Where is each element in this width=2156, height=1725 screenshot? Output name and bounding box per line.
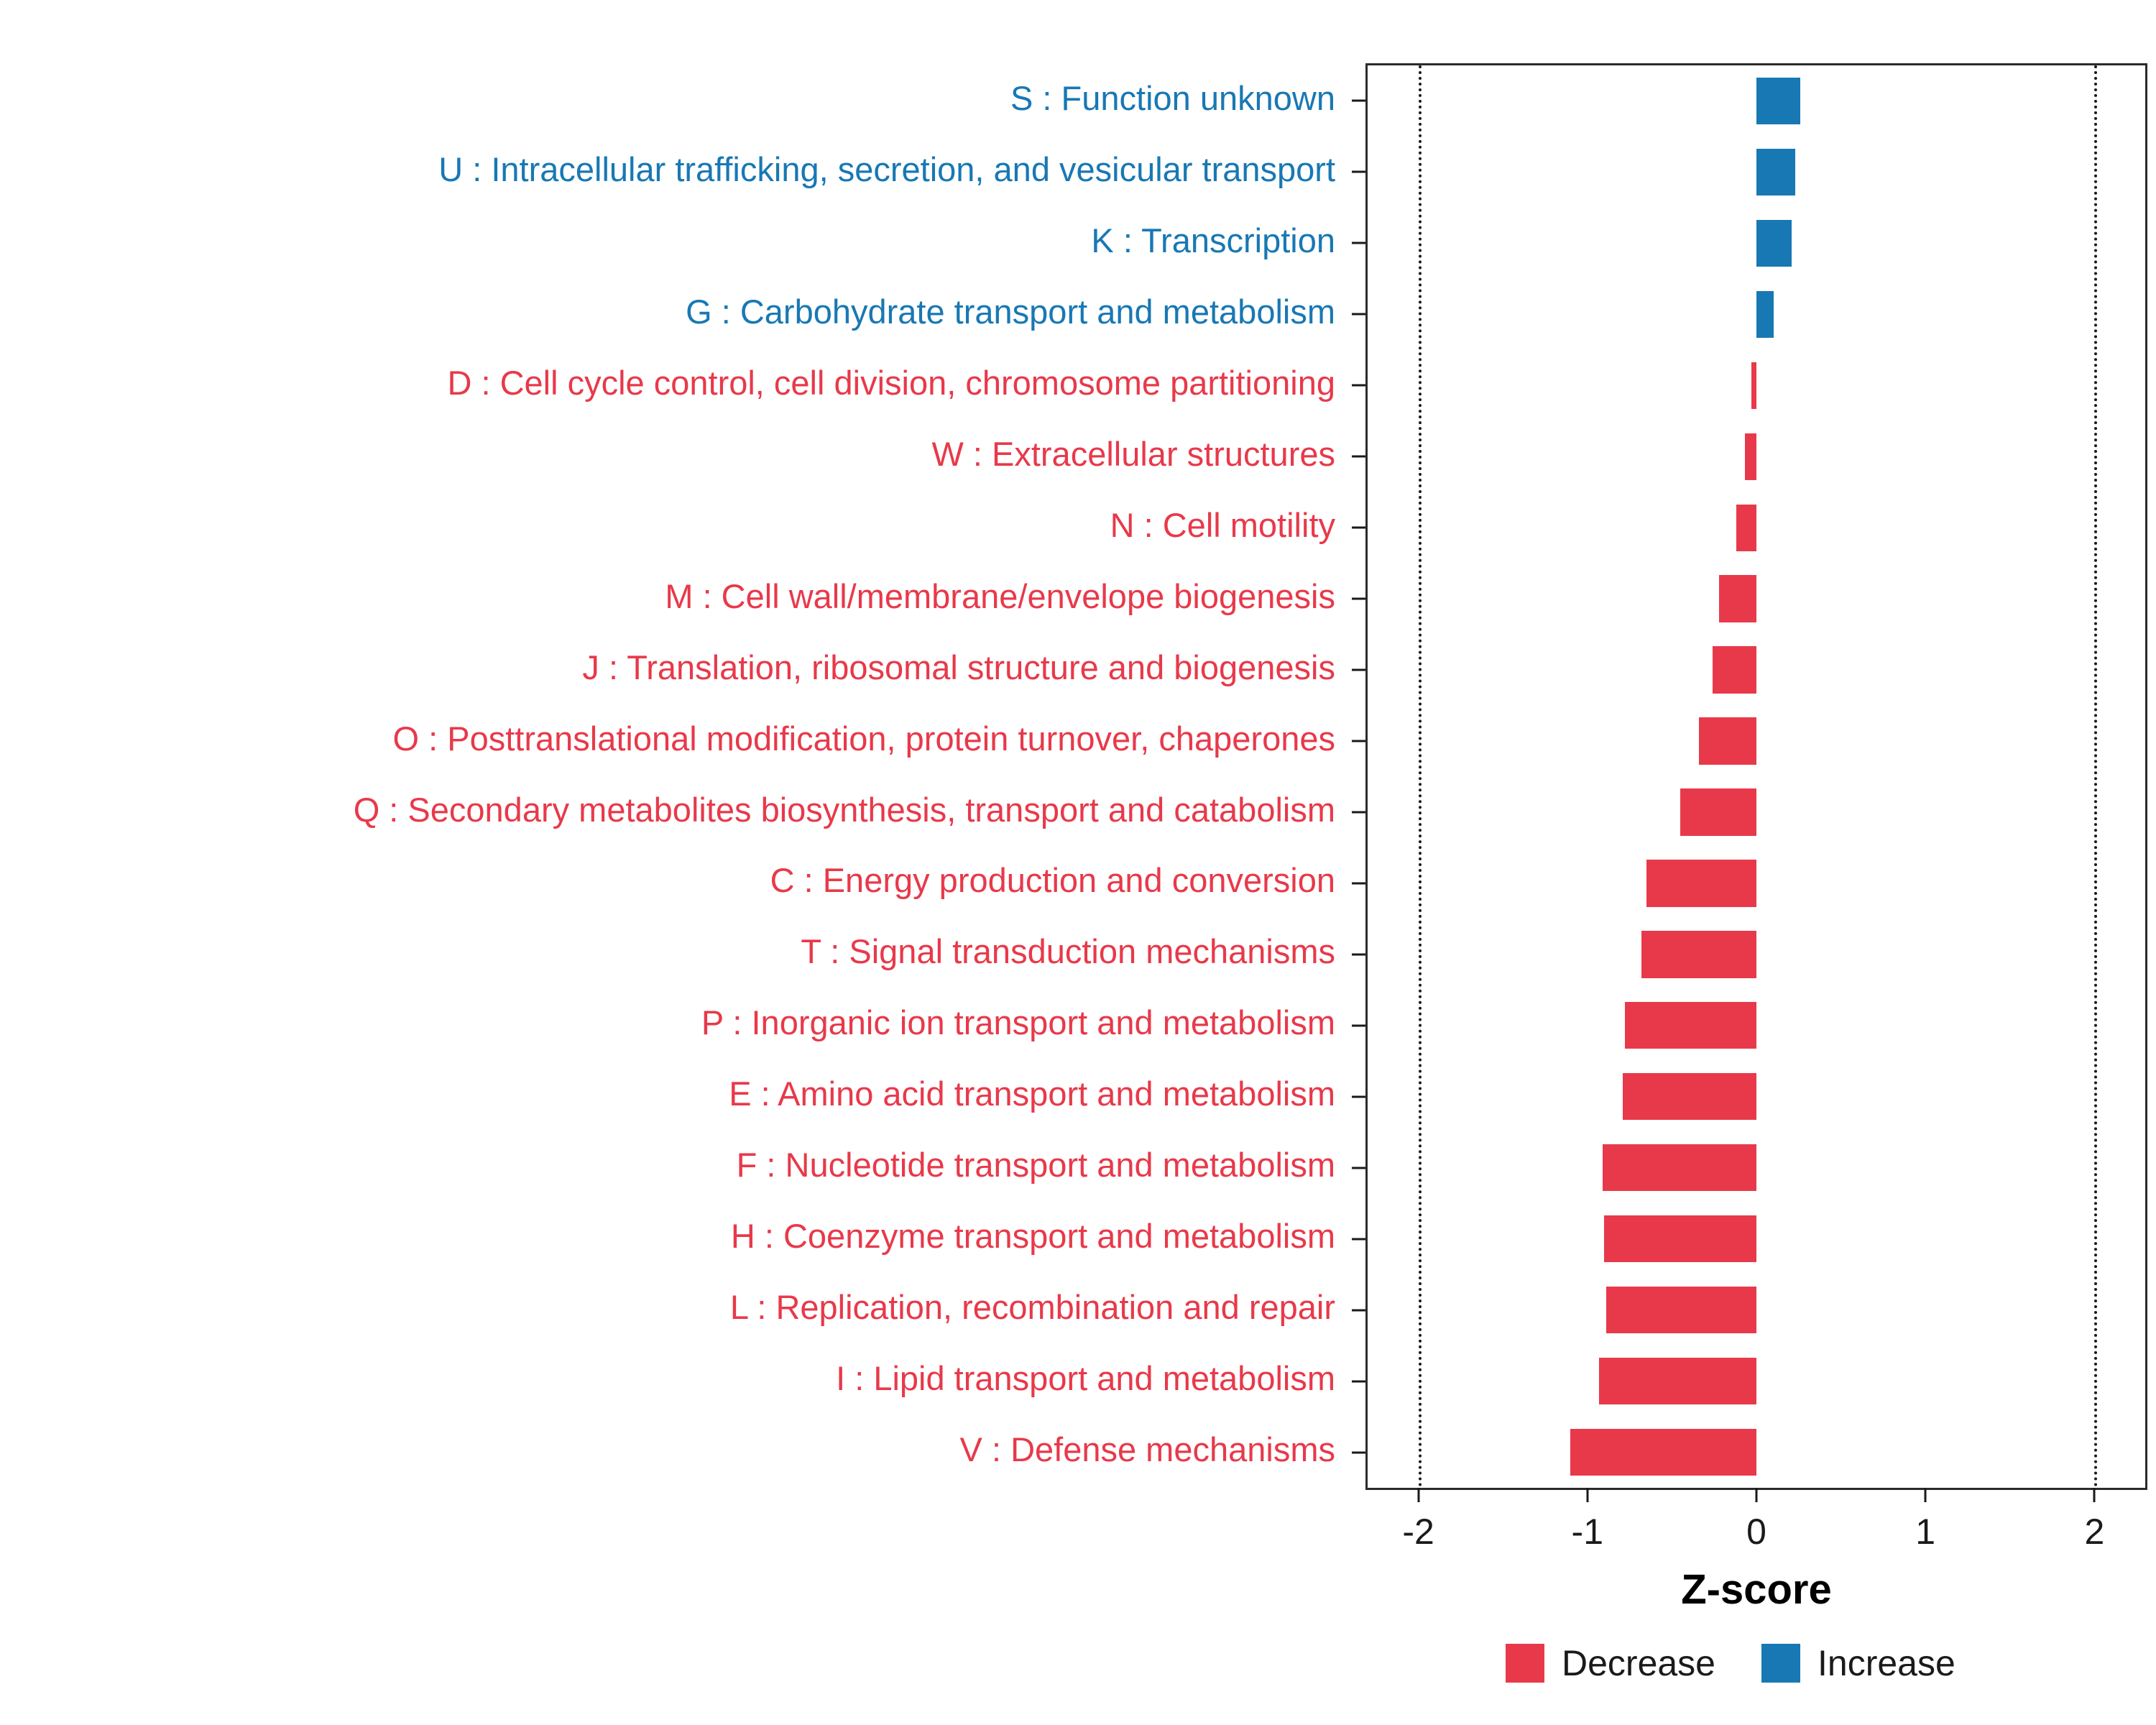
- y-tick-mark: [1352, 1024, 1365, 1027]
- y-tick-mark: [1352, 242, 1365, 244]
- category-label: D : Cell cycle control, cell division, c…: [447, 363, 1335, 402]
- bar-q: [1680, 788, 1756, 836]
- y-tick-mark: [1352, 1238, 1365, 1241]
- x-tick-label: 1: [1915, 1512, 1936, 1552]
- bar-c: [1646, 860, 1756, 907]
- bar-m: [1719, 575, 1756, 622]
- y-tick-mark: [1352, 1167, 1365, 1169]
- bar-e: [1623, 1073, 1756, 1121]
- category-label: O : Posttranslational modification, prot…: [392, 719, 1335, 758]
- category-label: U : Intracellular trafficking, secretion…: [438, 150, 1335, 188]
- bar-d: [1751, 362, 1756, 409]
- reference-line: [1418, 65, 1422, 1488]
- y-tick-mark: [1352, 882, 1365, 885]
- bar-o: [1699, 717, 1756, 765]
- category-label: I : Lipid transport and metabolism: [836, 1359, 1335, 1398]
- category-label: P : Inorganic ion transport and metaboli…: [701, 1003, 1335, 1042]
- y-tick-mark: [1352, 455, 1365, 458]
- x-tick-mark: [1417, 1488, 1420, 1502]
- bar-s: [1756, 77, 1801, 125]
- y-tick-mark: [1352, 668, 1365, 671]
- legend-swatch-increase: [1761, 1644, 1800, 1683]
- bar-l: [1606, 1286, 1756, 1334]
- category-label: L : Replication, recombination and repai…: [729, 1288, 1335, 1327]
- x-tick-label: -2: [1402, 1512, 1434, 1552]
- y-tick-mark: [1352, 384, 1365, 387]
- bar-j: [1712, 646, 1756, 694]
- bar-i: [1599, 1357, 1756, 1405]
- plot-panel: -2 -1 0 1 2: [1352, 63, 2147, 1552]
- category-label: Q : Secondary metabolites biosynthesis, …: [353, 790, 1335, 829]
- bar-g: [1756, 290, 1774, 338]
- bar-h: [1604, 1215, 1756, 1263]
- y-tick-mark: [1352, 1451, 1365, 1454]
- y-tick-mark: [1352, 1095, 1365, 1098]
- category-label: K : Transcription: [1091, 221, 1335, 259]
- x-tick-mark: [2093, 1488, 2096, 1502]
- y-tick-mark: [1352, 811, 1365, 814]
- y-tick-mark: [1352, 313, 1365, 316]
- x-tick-label: -1: [1571, 1512, 1604, 1552]
- x-axis-title: Z-score: [1681, 1566, 1832, 1613]
- bar-v: [1570, 1428, 1756, 1476]
- bar-f: [1602, 1144, 1756, 1192]
- y-tick-mark: [1352, 526, 1365, 529]
- legend-item-decrease: Decrease: [1506, 1642, 1715, 1684]
- category-label: G : Carbohydrate transport and metabolis…: [686, 292, 1335, 331]
- x-tick-mark: [1924, 1488, 1927, 1502]
- bar-n: [1736, 504, 1756, 551]
- y-tick-mark: [1352, 953, 1365, 956]
- bar-k: [1756, 219, 1792, 267]
- y-tick-mark: [1352, 1380, 1365, 1383]
- y-tick-mark: [1352, 740, 1365, 742]
- reference-line: [2094, 65, 2098, 1488]
- category-label: C : Energy production and conversion: [770, 861, 1335, 900]
- x-tick-mark: [1755, 1488, 1758, 1502]
- y-tick-mark: [1352, 1309, 1365, 1312]
- bar-p: [1624, 1002, 1756, 1049]
- category-label: H : Coenzyme transport and metabolism: [730, 1217, 1335, 1256]
- legend-label: Decrease: [1562, 1643, 1715, 1683]
- y-axis-labels: S : Function unknown U : Intracellular tr…: [0, 63, 1335, 1490]
- category-label: J : Translation, ribosomal structure and…: [582, 648, 1335, 686]
- category-label: T : Signal transduction mechanisms: [801, 932, 1335, 971]
- bar-t: [1641, 931, 1756, 978]
- bar-w: [1744, 433, 1756, 480]
- legend-swatch-decrease: [1506, 1644, 1544, 1683]
- x-tick-mark: [1586, 1488, 1589, 1502]
- category-label: W : Extracellular structures: [931, 434, 1335, 473]
- category-label: M : Cell wall/membrane/envelope biogenes…: [665, 576, 1335, 615]
- y-tick-mark: [1352, 597, 1365, 600]
- legend: Decrease Increase: [1506, 1642, 1955, 1684]
- legend-item-increase: Increase: [1761, 1642, 1955, 1684]
- legend-label: Increase: [1818, 1643, 1955, 1683]
- y-tick-mark: [1352, 170, 1365, 173]
- category-label: V : Defense mechanisms: [959, 1430, 1335, 1469]
- category-label: E : Amino acid transport and metabolism: [729, 1075, 1335, 1113]
- category-label: N : Cell motility: [1110, 505, 1335, 544]
- category-label: F : Nucleotide transport and metabolism: [736, 1146, 1335, 1184]
- category-label: S : Function unknown: [1010, 79, 1335, 117]
- x-tick-label: 2: [2084, 1512, 2105, 1552]
- y-tick-mark: [1352, 99, 1365, 102]
- x-tick-label: 0: [1746, 1512, 1766, 1552]
- bar-u: [1756, 148, 1796, 196]
